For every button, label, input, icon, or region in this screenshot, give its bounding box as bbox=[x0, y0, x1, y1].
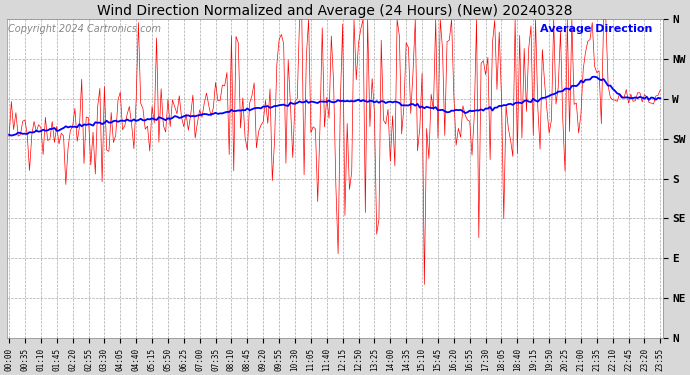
Text: Average Direction: Average Direction bbox=[540, 24, 653, 34]
Title: Wind Direction Normalized and Average (24 Hours) (New) 20240328: Wind Direction Normalized and Average (2… bbox=[97, 4, 573, 18]
Text: Copyright 2024 Cartronics.com: Copyright 2024 Cartronics.com bbox=[8, 24, 161, 34]
